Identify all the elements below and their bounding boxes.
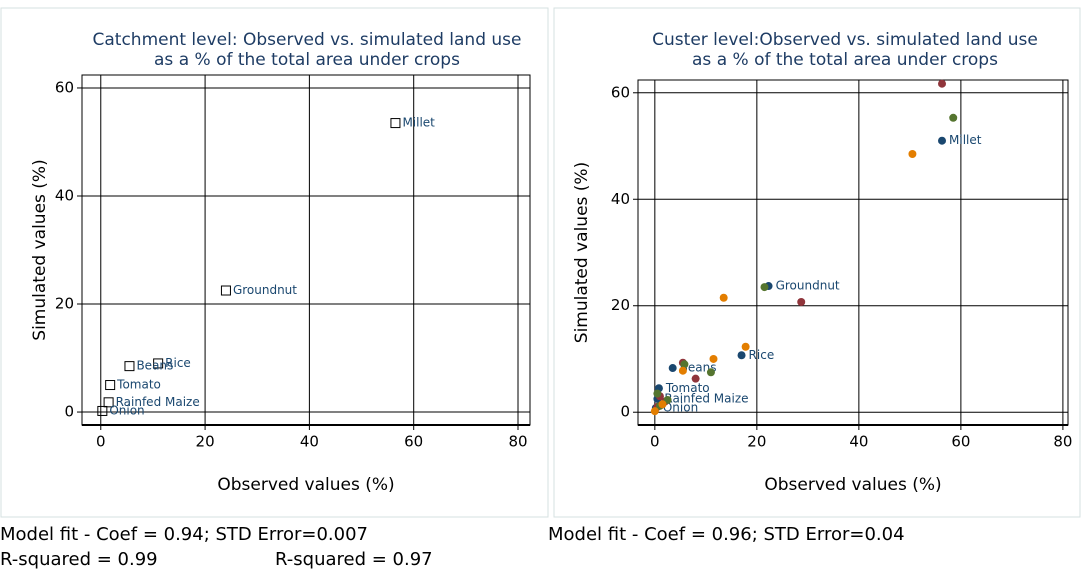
chart-title: Catchment level: Observed vs. simulated … (93, 30, 522, 50)
y-tick-label: 60 (611, 83, 630, 101)
y-tick-label: 0 (620, 403, 630, 421)
y-tick-label: 20 (55, 295, 74, 313)
point (653, 389, 662, 398)
x-axis-label: Observed values (%) (764, 475, 941, 495)
chart-title: Custer level:Observed vs. simulated land… (652, 30, 1038, 50)
y-tick-label: 40 (611, 190, 630, 208)
panel-frame (0, 7, 549, 518)
point-label: Rainfed Maize (664, 391, 748, 405)
point-label: Onion (663, 400, 698, 414)
plot-area (81, 74, 531, 426)
point (709, 354, 718, 363)
point-label: Groundnut (233, 283, 297, 297)
caption: Model fit - Coef = 0.96; STD Error=0.04 (548, 524, 905, 545)
point (97, 405, 108, 416)
x-tick-label: 80 (1053, 433, 1072, 451)
point (124, 361, 135, 372)
point (797, 298, 806, 307)
caption: R-squared = 0.99 (0, 549, 158, 570)
y-tick-label: 20 (611, 296, 630, 314)
point (658, 400, 667, 409)
point (737, 351, 746, 360)
point (678, 366, 687, 375)
x-tick-label: 0 (650, 433, 660, 451)
point (938, 79, 947, 88)
point (741, 342, 750, 351)
point-label: Rice (165, 356, 191, 370)
caption: R-squared = 0.97 (275, 549, 433, 570)
point-label: Tomato (116, 378, 161, 392)
x-tick-label: 20 (196, 433, 215, 451)
point (650, 407, 659, 416)
plot-area (637, 79, 1069, 426)
point-label: Onion (109, 403, 144, 417)
point (760, 283, 769, 292)
caption: Model fit - Coef = 0.94; STD Error=0.007 (0, 524, 368, 545)
point (691, 374, 700, 383)
x-tick-label: 40 (300, 433, 319, 451)
y-tick-label: 60 (55, 78, 74, 96)
point-label: Beans (136, 359, 173, 373)
charts: Catchment level: Observed vs. simulated … (0, 7, 1081, 518)
point (706, 368, 715, 377)
point (220, 285, 231, 296)
x-tick-label: 80 (508, 433, 527, 451)
panel-frame (553, 7, 1081, 518)
point-label: Millet (402, 116, 435, 130)
y-axis-label: Simulated values (%) (30, 159, 50, 340)
x-tick-label: 60 (951, 433, 970, 451)
y-tick-label: 40 (55, 186, 74, 204)
y-tick-label: 0 (64, 403, 74, 421)
point (949, 113, 958, 122)
x-tick-label: 0 (96, 433, 106, 451)
point (390, 118, 401, 129)
point (105, 380, 116, 391)
point-label: Rice (749, 348, 775, 362)
x-axis-label: Observed values (%) (217, 475, 394, 495)
point (153, 358, 164, 369)
chart-title: as a % of the total area under crops (154, 50, 460, 70)
point (719, 293, 728, 302)
x-tick-label: 40 (849, 433, 868, 451)
point-label: Tomato (665, 381, 710, 395)
point (103, 397, 114, 408)
point (668, 364, 677, 373)
point (680, 360, 689, 369)
point-label: Rainfed Maize (116, 395, 200, 409)
chart-title: as a % of the total area under crops (692, 50, 998, 70)
point (938, 136, 947, 145)
x-tick-label: 20 (747, 433, 766, 451)
point-label: Millet (949, 133, 982, 147)
x-tick-label: 60 (404, 433, 423, 451)
y-axis-label: Simulated values (%) (572, 162, 592, 343)
point (908, 150, 917, 159)
point-label: Groundnut (776, 279, 840, 293)
